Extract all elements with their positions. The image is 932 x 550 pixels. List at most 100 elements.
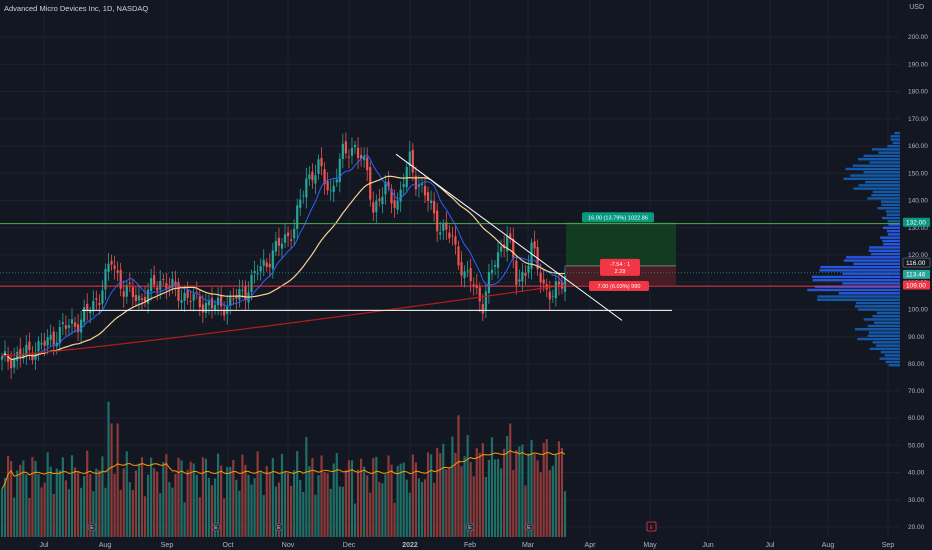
volume-bar bbox=[31, 457, 34, 537]
profile-bar bbox=[877, 207, 900, 210]
candle-body bbox=[186, 290, 189, 298]
volume-bar bbox=[64, 480, 68, 537]
volume-bar bbox=[70, 455, 74, 537]
candle-body bbox=[493, 264, 497, 267]
candle-body bbox=[439, 232, 442, 235]
ma-slow-line bbox=[1, 284, 566, 357]
candle-body bbox=[67, 325, 71, 328]
profile-bar bbox=[843, 259, 900, 262]
candle-body bbox=[524, 272, 527, 276]
volume-bar bbox=[46, 452, 49, 537]
candle-body bbox=[466, 270, 469, 272]
price-axis-bg bbox=[900, 0, 932, 537]
price-axis[interactable]: 200.00 190.00 180.00 170.00 160.00 150.00 140.… bbox=[900, 0, 932, 537]
candle-body bbox=[293, 228, 296, 239]
volume-bar bbox=[268, 472, 271, 537]
candle-body bbox=[259, 266, 262, 272]
volume-profile bbox=[807, 131, 900, 367]
candle-body bbox=[61, 322, 64, 325]
earnings-marker bbox=[524, 522, 534, 532]
volume-bar bbox=[293, 470, 296, 537]
volume-bar bbox=[19, 464, 22, 537]
volume-bar bbox=[563, 491, 567, 537]
candle-body bbox=[207, 301, 211, 305]
candle-body bbox=[104, 268, 107, 290]
price-tick-label: 160.00 bbox=[908, 143, 928, 150]
volume-bar bbox=[481, 443, 484, 537]
candle-body bbox=[46, 337, 49, 346]
candle-body bbox=[195, 292, 198, 294]
profile-bar bbox=[871, 252, 900, 256]
volume-bar bbox=[323, 471, 326, 537]
volume-bar bbox=[10, 461, 13, 537]
volume-bar bbox=[34, 460, 37, 537]
profile-bar bbox=[867, 334, 900, 337]
candle-body bbox=[299, 199, 302, 208]
earnings-marker-label: E bbox=[527, 525, 531, 531]
profile-bar bbox=[863, 318, 900, 321]
volume-bar bbox=[463, 456, 466, 537]
volume-bar bbox=[119, 489, 122, 537]
volume-bar bbox=[286, 473, 290, 537]
candle-body bbox=[171, 278, 174, 288]
volume-bar bbox=[207, 477, 211, 537]
volume-bars bbox=[0, 401, 567, 537]
volume-bar bbox=[137, 463, 141, 537]
horizontal-levels[interactable] bbox=[0, 223, 900, 311]
candle-body bbox=[344, 141, 347, 154]
candle-body bbox=[512, 238, 515, 259]
profile-bar bbox=[878, 151, 900, 154]
risk-label-bg bbox=[589, 280, 649, 291]
candle-body bbox=[244, 286, 247, 300]
volume-bar bbox=[302, 492, 305, 537]
candle-body bbox=[426, 192, 430, 201]
volume-bar bbox=[271, 457, 274, 537]
profile-bar bbox=[882, 226, 900, 230]
volume-bar bbox=[402, 462, 405, 537]
volume-bar bbox=[156, 471, 159, 537]
volume-bar bbox=[61, 457, 64, 537]
volume-bar bbox=[16, 470, 19, 537]
volume-bar bbox=[174, 473, 177, 537]
candle-body bbox=[481, 304, 484, 314]
volume-bar bbox=[134, 470, 138, 537]
profile-bar bbox=[811, 275, 900, 279]
volume-bar bbox=[113, 473, 116, 537]
volume-bar bbox=[423, 479, 427, 537]
volume-bar bbox=[244, 464, 247, 537]
time-tick-label: Aug bbox=[822, 542, 835, 549]
volume-bar bbox=[317, 475, 320, 537]
candle-body bbox=[274, 240, 277, 252]
volume-bar bbox=[554, 454, 557, 537]
volume-bar bbox=[460, 466, 463, 537]
candle-body bbox=[70, 319, 74, 324]
profile-bar bbox=[863, 171, 900, 174]
volume-bar bbox=[314, 494, 317, 537]
symbol-title[interactable]: Advanced Micro Devices Inc, 1D, NASDAQ bbox=[4, 4, 149, 13]
profile-bar bbox=[858, 308, 900, 311]
volume-bar bbox=[466, 434, 469, 537]
volume-bar bbox=[451, 436, 454, 537]
time-tick-label: Nov bbox=[282, 542, 295, 549]
time-tick-label: Jun bbox=[702, 542, 713, 549]
price-marker-label: 109.00 bbox=[906, 282, 926, 289]
candle-body bbox=[6, 354, 10, 362]
profile-bar bbox=[814, 285, 900, 288]
trend-line[interactable] bbox=[395, 153, 623, 321]
volume-bar bbox=[153, 468, 156, 537]
candle-body bbox=[107, 263, 110, 272]
candle-body bbox=[463, 271, 466, 278]
volume-bar bbox=[393, 502, 396, 537]
volume-bar bbox=[472, 476, 475, 537]
volume-bar bbox=[551, 465, 554, 537]
candle-body bbox=[204, 302, 207, 313]
candle-body bbox=[113, 265, 116, 269]
profile-bar bbox=[885, 360, 900, 364]
candle-body bbox=[92, 300, 95, 312]
time-axis-bg bbox=[0, 537, 932, 550]
volume-bar bbox=[67, 489, 71, 537]
time-axis[interactable]: Jul Aug Sep Oct Nov Dec 2022 Feb Mar Apr May Jun Jul… bbox=[0, 537, 932, 550]
profile-bar bbox=[853, 262, 900, 266]
